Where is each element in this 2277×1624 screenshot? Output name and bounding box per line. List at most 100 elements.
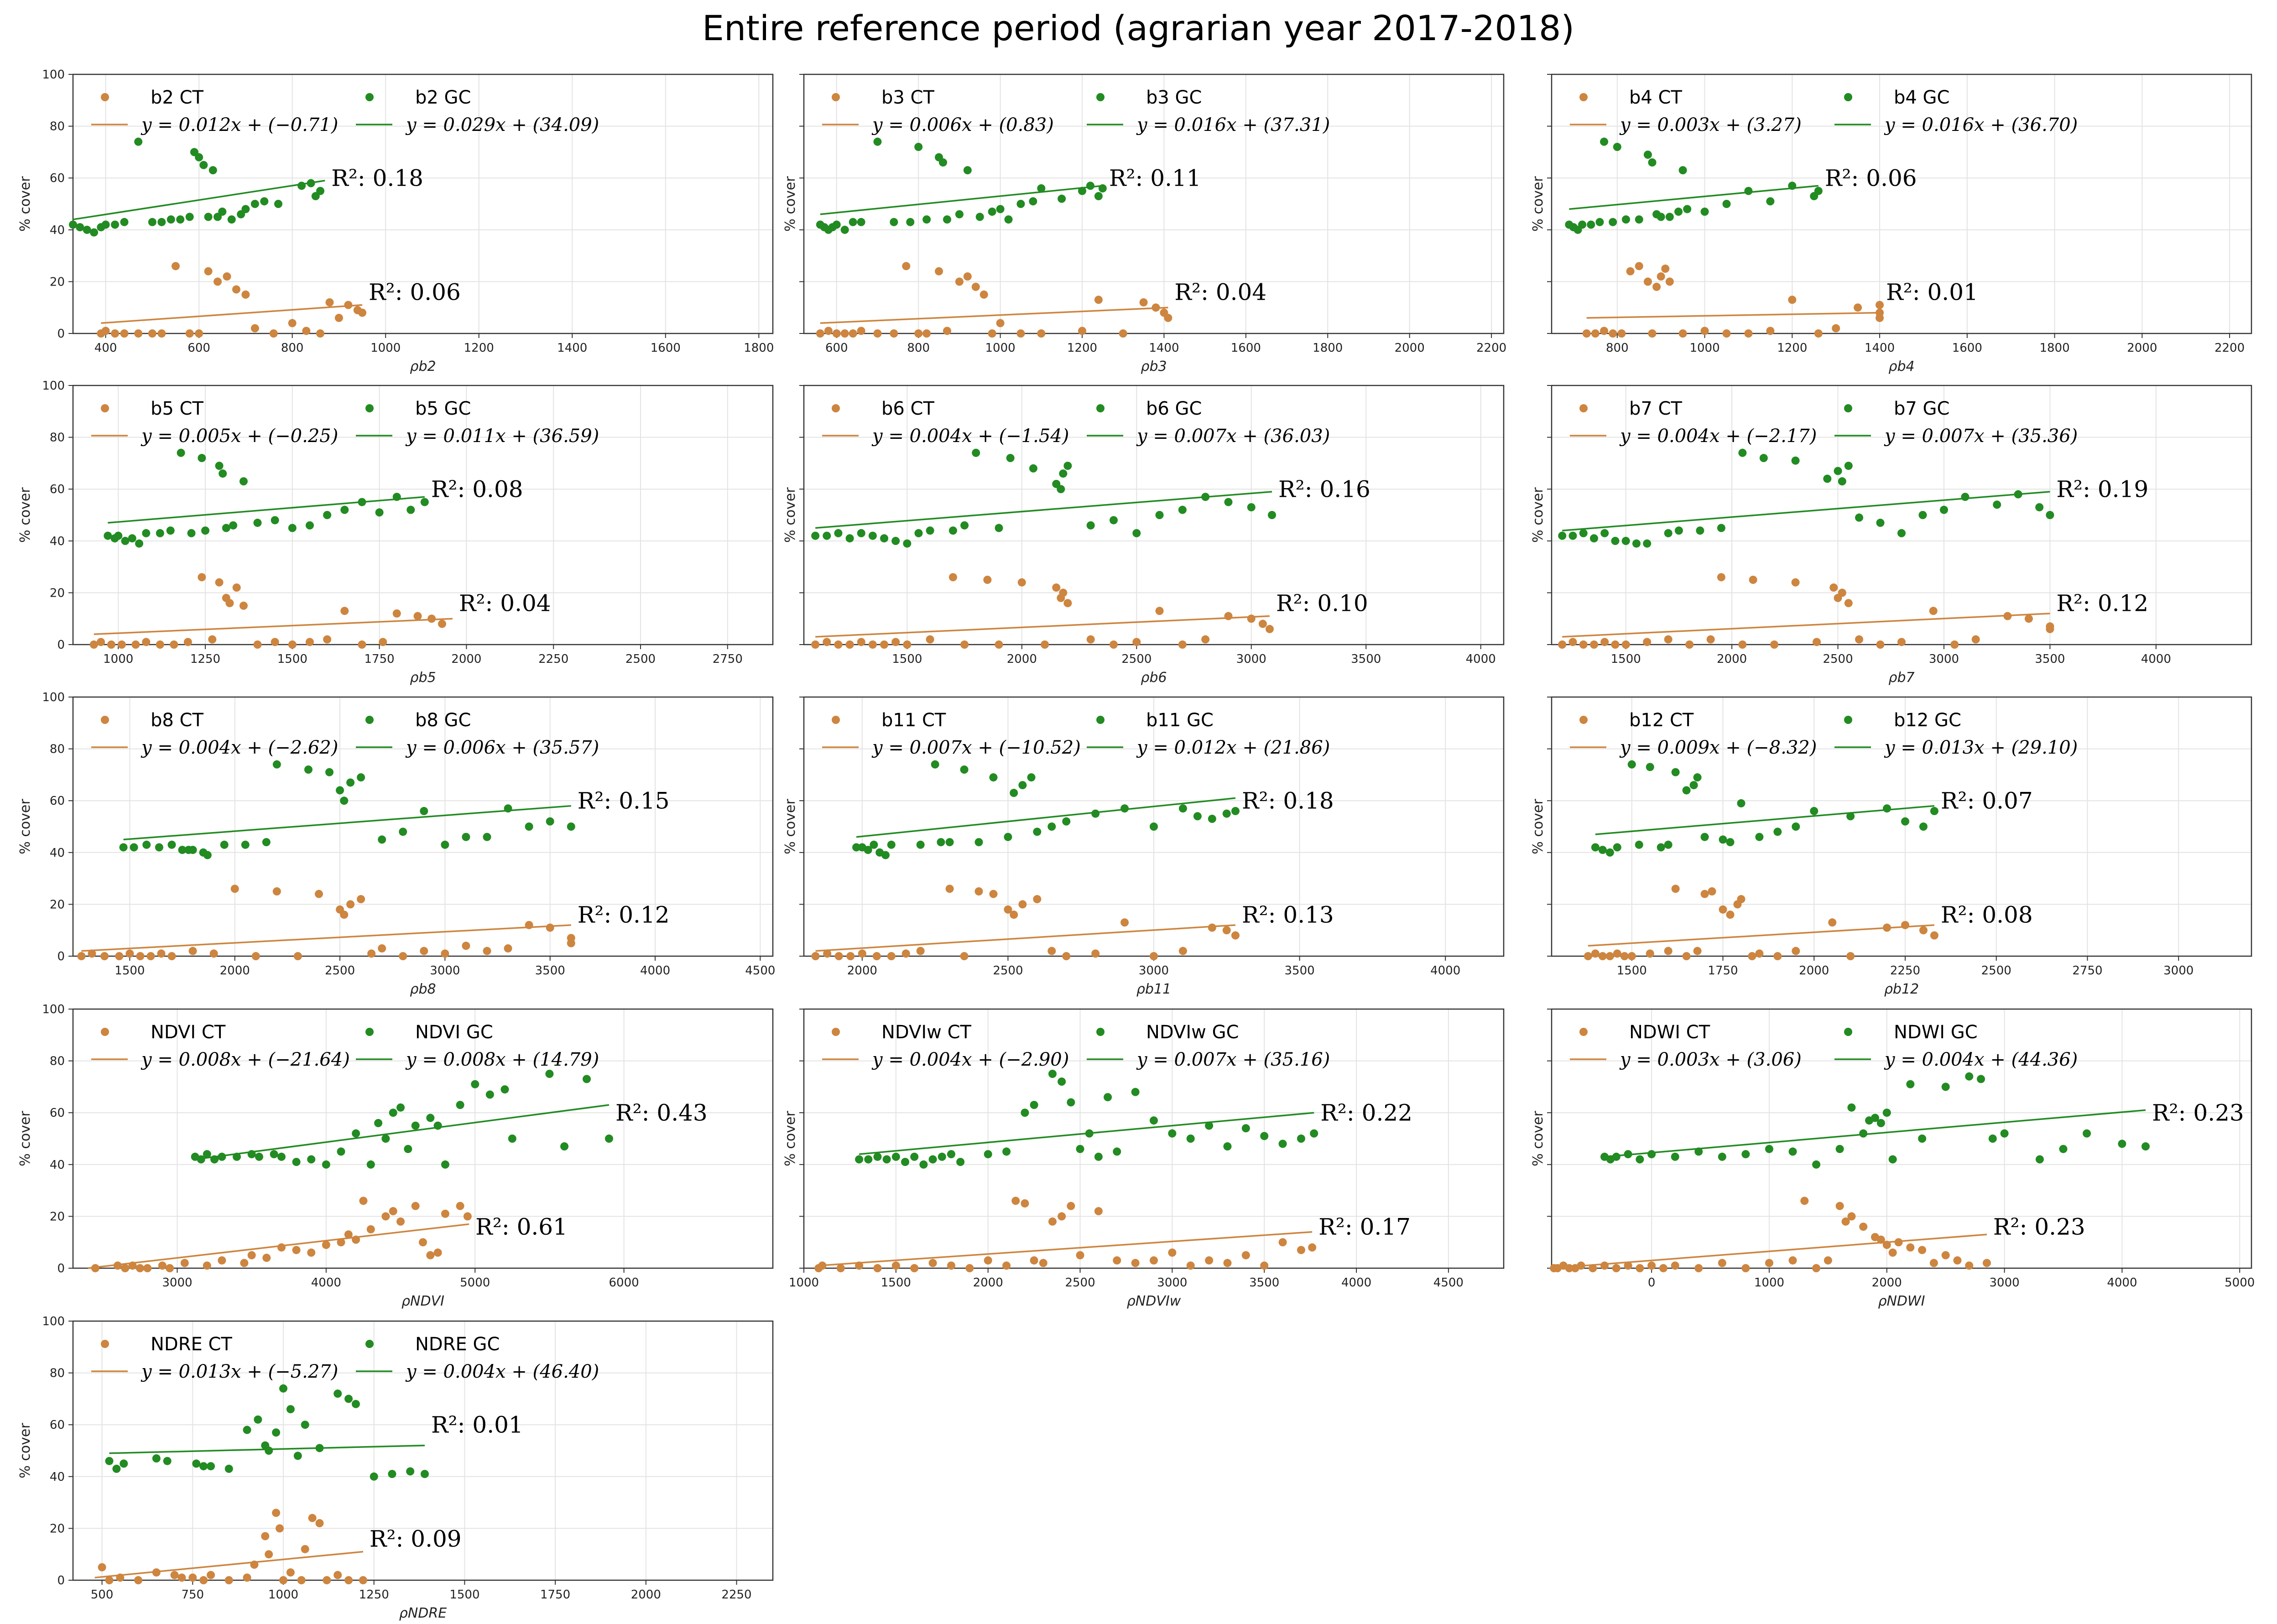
- data-point: [560, 1142, 569, 1151]
- data-point: [1741, 1264, 1750, 1272]
- x-tick-label: 2750: [713, 652, 743, 666]
- data-point: [325, 298, 334, 307]
- data-point: [301, 1421, 309, 1429]
- data-point: [1058, 1212, 1066, 1221]
- gc-series: R²: 0.23: [1600, 1072, 2244, 1169]
- data-point: [996, 205, 1005, 213]
- data-point: [1965, 1072, 1974, 1081]
- y-tick-label: 0: [57, 327, 65, 341]
- x-axis-label: ρNDRE: [399, 1605, 447, 1621]
- data-point: [1224, 498, 1233, 506]
- data-point: [1950, 640, 1959, 649]
- axes-frame: [803, 385, 1505, 645]
- x-tick-label: 2000: [1007, 652, 1037, 666]
- data-point: [1193, 812, 1202, 821]
- data-point: [304, 765, 313, 774]
- legend-label: b5 GC: [415, 398, 471, 419]
- data-point: [960, 952, 969, 960]
- r2-annotation: R²: 0.04: [459, 590, 551, 616]
- y-tick-label: 100: [42, 68, 65, 82]
- x-tick-label: 5000: [460, 1276, 490, 1290]
- x-axis-label: ρb7: [1888, 670, 1914, 686]
- data-point: [2035, 503, 2044, 511]
- data-point: [176, 215, 185, 224]
- data-point: [914, 329, 923, 338]
- data-point: [396, 1217, 405, 1226]
- data-point: [427, 614, 436, 623]
- x-tick-label: 2000: [1872, 1276, 1902, 1290]
- data-point: [1744, 329, 1753, 338]
- x-axis-label: ρNDWI: [1878, 1293, 1925, 1309]
- data-point: [972, 448, 980, 457]
- data-point: [1033, 895, 1042, 904]
- x-tick-label: 3500: [1284, 964, 1314, 978]
- data-point: [1006, 454, 1015, 463]
- data-point: [901, 1158, 910, 1166]
- data-point: [873, 1264, 882, 1272]
- data-point: [1265, 625, 1274, 633]
- x-tick-label: 2000: [451, 652, 481, 666]
- data-point: [1888, 1155, 1897, 1164]
- data-point: [297, 182, 306, 190]
- data-point: [1268, 511, 1277, 519]
- data-point: [840, 329, 849, 338]
- data-point: [288, 319, 297, 328]
- data-point: [1565, 1264, 1574, 1272]
- data-point: [155, 843, 163, 852]
- data-point: [1113, 1256, 1121, 1265]
- data-point: [134, 1576, 143, 1584]
- legend-label: NDVI CT: [151, 1022, 226, 1043]
- gc-series: R²: 0.18: [852, 760, 1334, 859]
- data-point: [1726, 838, 1735, 847]
- data-point: [240, 1259, 249, 1267]
- data-point: [857, 218, 865, 226]
- legend-label: b2 GC: [415, 87, 471, 108]
- gc-series: R²: 0.11: [816, 137, 1201, 234]
- data-point: [1791, 456, 1800, 465]
- data-point: [1047, 947, 1056, 955]
- legend-equation: y = 0.003x + (3.06): [1619, 1049, 1802, 1070]
- data-point: [116, 1573, 125, 1582]
- data-point: [197, 1155, 205, 1164]
- r2-annotation: R²: 0.61: [475, 1213, 568, 1240]
- x-tick-label: 2000: [973, 1276, 1003, 1290]
- data-point: [250, 324, 259, 333]
- data-point: [104, 531, 112, 540]
- data-point: [1052, 583, 1061, 592]
- regression-line: [123, 805, 571, 841]
- y-tick-label: 60: [50, 1418, 65, 1432]
- data-point: [1016, 200, 1025, 208]
- x-tick-label: 2500: [325, 964, 355, 978]
- data-point: [277, 1243, 286, 1252]
- regression-line: [1569, 185, 1819, 210]
- data-point: [1059, 469, 1068, 478]
- data-point: [2118, 1140, 2126, 1148]
- data-point: [134, 329, 143, 338]
- data-point: [906, 218, 915, 226]
- data-point: [404, 1145, 412, 1153]
- data-point: [392, 493, 401, 501]
- legend-equation: y = 0.007x + (35.16): [1136, 1049, 1330, 1070]
- data-point: [1741, 1150, 1750, 1159]
- data-point: [148, 218, 156, 226]
- x-tick-label: 2000: [1395, 341, 1425, 355]
- data-point: [1901, 921, 1909, 929]
- x-tick-label: 1400: [1865, 341, 1895, 355]
- data-point: [100, 952, 109, 960]
- data-point: [1846, 952, 1855, 960]
- data-point: [121, 1264, 130, 1272]
- data-point: [974, 838, 983, 847]
- data-point: [1057, 485, 1065, 494]
- data-point: [943, 327, 951, 335]
- x-axis-label: ρNDVIw: [1127, 1293, 1181, 1309]
- data-point: [1835, 1202, 1844, 1210]
- ct-series: R²: 0.08: [1584, 885, 2033, 960]
- data-point: [323, 635, 332, 644]
- legend-marker: [1844, 93, 1852, 101]
- data-point: [1939, 505, 1948, 514]
- data-point: [251, 952, 260, 960]
- data-point: [1719, 835, 1727, 844]
- data-point: [101, 220, 110, 229]
- data-point: [270, 1150, 278, 1159]
- data-point: [1627, 760, 1636, 769]
